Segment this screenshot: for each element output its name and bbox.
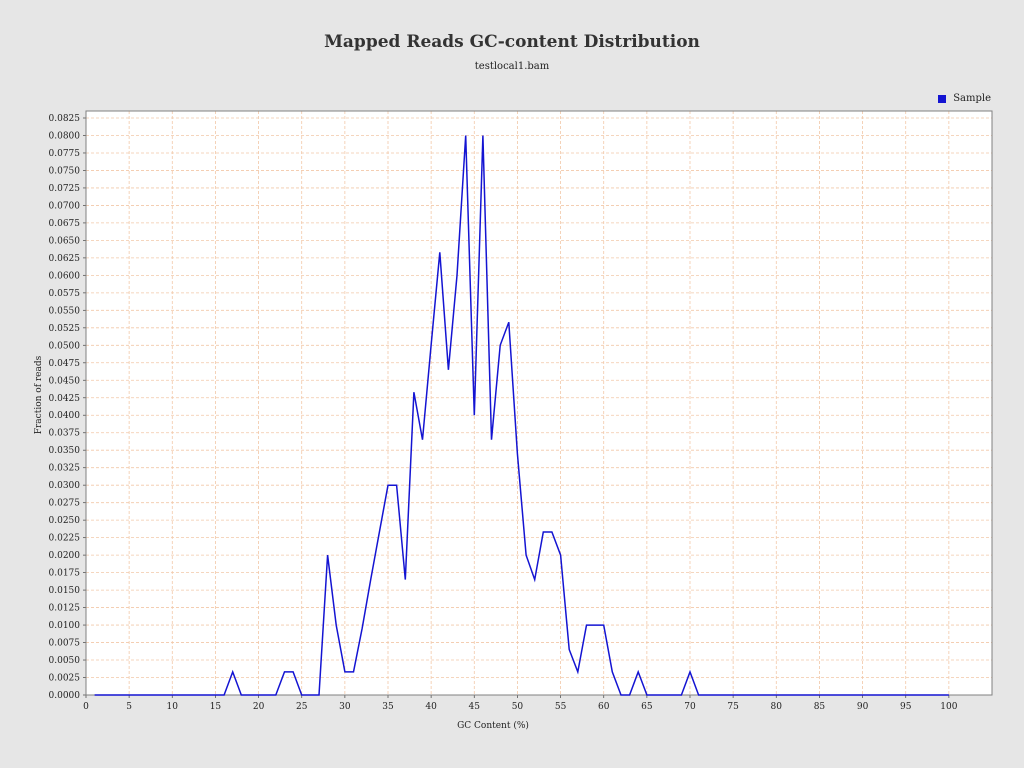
y-tick-label: 0.0075 — [49, 639, 81, 649]
legend-swatch — [938, 94, 947, 103]
x-tick-label: 60 — [598, 702, 610, 712]
x-tick-label: 20 — [253, 702, 265, 712]
x-tick-label: 90 — [857, 702, 869, 712]
x-tick-label: 10 — [167, 702, 179, 712]
y-tick-label: 0.0575 — [49, 289, 81, 299]
y-tick-label: 0.0125 — [49, 604, 81, 614]
y-tick-label: 0.0600 — [49, 271, 81, 281]
y-tick-label: 0.0425 — [49, 394, 81, 404]
y-tick-label: 0.0275 — [49, 499, 81, 509]
y-tick-label: 0.0225 — [49, 534, 81, 544]
legend: Sample — [938, 93, 991, 104]
chart-subtitle: testlocal1.bam — [474, 61, 550, 72]
y-tick-label: 0.0500 — [49, 341, 81, 351]
y-tick-label: 0.0550 — [49, 306, 81, 316]
plot-border — [85, 110, 993, 696]
y-tick-label: 0.0325 — [49, 464, 81, 474]
series-line-sample — [94, 135, 949, 696]
y-tick-label: 0.0450 — [49, 376, 81, 386]
y-tick-label: 0.0050 — [49, 656, 81, 666]
y-tick-label: 0.0025 — [49, 674, 81, 684]
y-tick-label: 0.0725 — [49, 184, 81, 194]
y-tick-label: 0.0825 — [49, 114, 81, 124]
x-tick-label: 85 — [814, 702, 826, 712]
chart-title: Mapped Reads GC-content Distribution — [324, 32, 700, 52]
x-tick-label: 30 — [339, 702, 351, 712]
y-tick-label: 0.0675 — [49, 219, 81, 229]
y-tick-label: 0.0700 — [49, 201, 81, 211]
x-tick-label: 65 — [641, 702, 653, 712]
legend-label: Sample — [953, 93, 991, 104]
y-tick-label: 0.0350 — [49, 446, 81, 456]
y-tick-label: 0.0175 — [49, 569, 81, 579]
x-tick-label: 95 — [900, 702, 912, 712]
y-tick-label: 0.0650 — [49, 236, 81, 246]
x-tick-label: 45 — [469, 702, 481, 712]
y-tick-label: 0.0475 — [49, 359, 81, 369]
y-tick-label: 0.0375 — [49, 429, 81, 439]
x-tick-label: 0 — [83, 702, 89, 712]
x-tick-label: 50 — [512, 702, 524, 712]
x-tick-label: 75 — [727, 702, 739, 712]
x-tick-label: 55 — [555, 702, 567, 712]
y-tick-label: 0.0775 — [49, 149, 81, 159]
x-tick-label: 35 — [382, 702, 394, 712]
y-tick-label: 0.0625 — [49, 254, 81, 264]
y-tick-label: 0.0300 — [49, 481, 81, 491]
y-tick-label: 0.0800 — [49, 131, 81, 141]
y-tick-label: 0.0000 — [49, 691, 81, 701]
plot-area — [86, 111, 992, 695]
x-tick-label: 70 — [684, 702, 696, 712]
x-tick-label: 40 — [425, 702, 437, 712]
x-tick-label: 80 — [771, 702, 783, 712]
y-tick-label: 0.0200 — [49, 551, 81, 561]
y-axis-label: Fraction of reads — [34, 355, 44, 434]
y-tick-label: 0.0400 — [49, 411, 81, 421]
y-tick-label: 0.0750 — [49, 166, 81, 176]
x-axis-label: GC Content (%) — [457, 720, 529, 731]
x-tick-label: 25 — [296, 702, 308, 712]
x-tick-label: 100 — [940, 702, 957, 712]
y-tick-label: 0.0100 — [49, 621, 81, 631]
y-tick-label: 0.0250 — [49, 516, 81, 526]
x-tick-label: 15 — [210, 702, 222, 712]
y-tick-label: 0.0150 — [49, 586, 81, 596]
y-tick-label: 0.0525 — [49, 324, 81, 334]
x-tick-label: 5 — [126, 702, 132, 712]
